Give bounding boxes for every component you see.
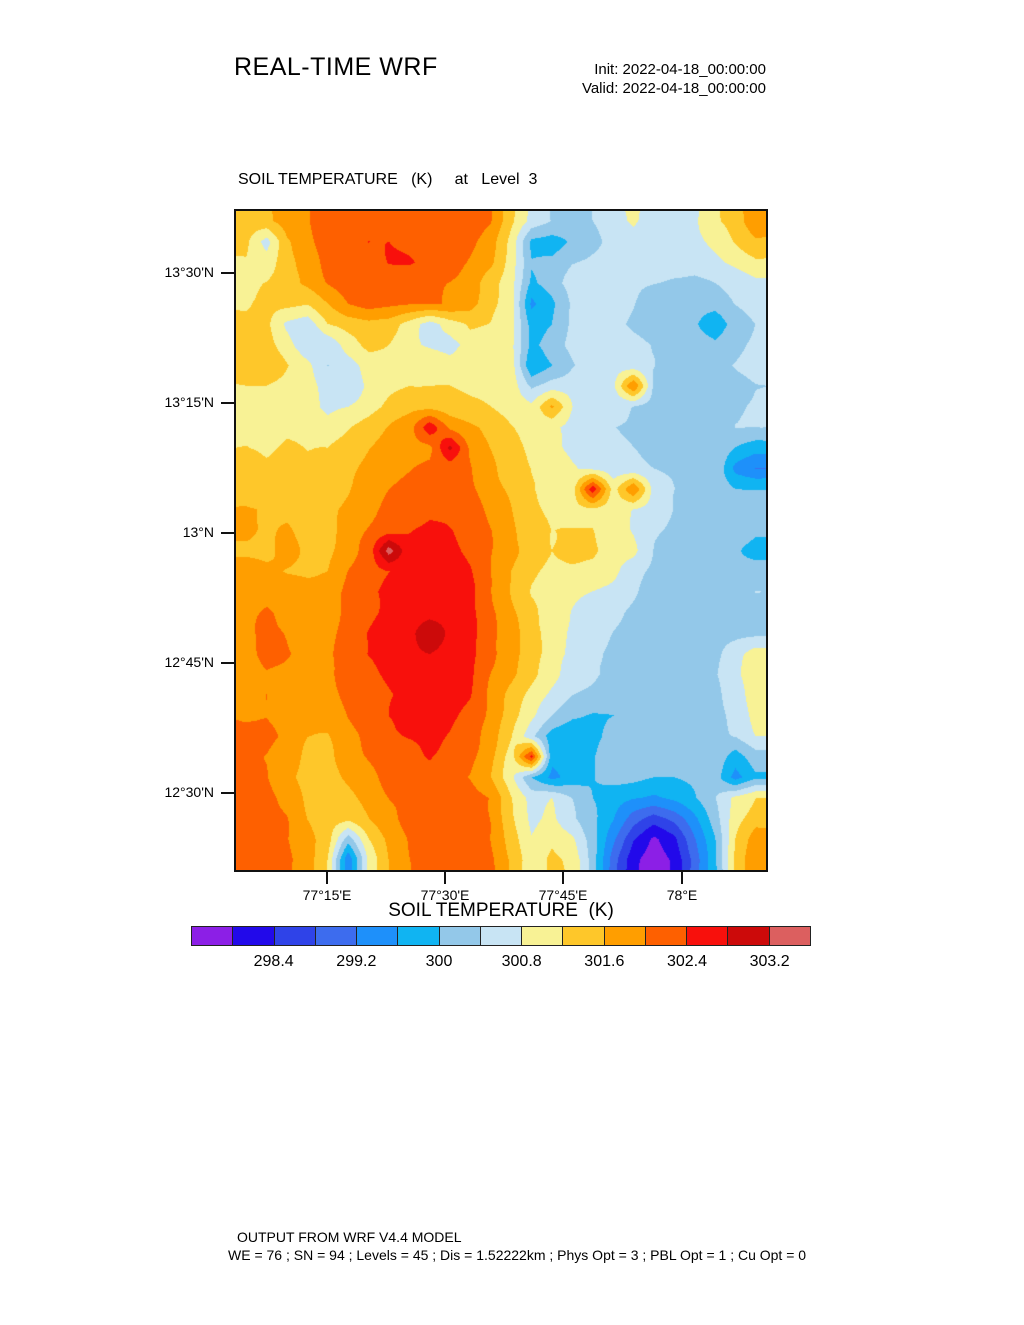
colorbar-label: 299.2 — [336, 953, 377, 970]
x-axis-tick — [681, 871, 683, 884]
plot-subtitle: SOIL TEMPERATURE (K) at Level 3 — [238, 171, 538, 188]
x-axis-label: 78°E — [666, 887, 698, 903]
y-axis-tick — [221, 532, 234, 534]
x-axis-tick — [326, 871, 328, 884]
footer-model-line: OUTPUT FROM WRF V4.4 MODEL — [237, 1229, 462, 1245]
y-axis-label: 13°N — [182, 524, 214, 540]
y-axis-tick — [221, 402, 234, 404]
colorbar-segment — [480, 927, 523, 945]
y-axis-label: 13°30'N — [164, 264, 214, 280]
x-axis-label: 77°45'E — [538, 887, 588, 903]
colorbar-segment — [687, 927, 729, 945]
timestamps: Init: 2022-04-18_00:00:00 Valid: 2022-04… — [582, 60, 766, 98]
colorbar-label: 301.6 — [584, 953, 625, 970]
soil-temperature-map — [236, 211, 766, 870]
init-timestamp: Init: 2022-04-18_00:00:00 — [594, 61, 766, 78]
x-axis-tick — [562, 871, 564, 884]
colorbar-segment — [604, 927, 646, 945]
x-axis-label: 77°15'E — [302, 887, 352, 903]
valid-timestamp: Valid: 2022-04-18_00:00:00 — [581, 80, 766, 97]
colorbar — [191, 926, 811, 946]
y-axis-tick — [221, 792, 234, 794]
map-frame — [234, 209, 768, 872]
colorbar-segment — [192, 927, 234, 945]
footer-config-line: WE = 76 ; SN = 94 ; Levels = 45 ; Dis = … — [228, 1247, 807, 1263]
colorbar-segment — [315, 927, 358, 945]
colorbar-label: 303.2 — [749, 953, 790, 970]
colorbar-segment — [274, 927, 316, 945]
colorbar-segment — [645, 927, 688, 945]
y-axis-label: 12°30'N — [164, 784, 214, 800]
colorbar-title: SOIL TEMPERATURE (K) — [388, 900, 614, 921]
x-axis-label: 77°30'E — [420, 887, 470, 903]
colorbar-segment — [398, 927, 440, 945]
colorbar-segment — [522, 927, 564, 945]
colorbar-segment — [233, 927, 275, 945]
x-axis-tick — [444, 871, 446, 884]
colorbar-label: 300.8 — [501, 953, 542, 970]
colorbar-segment — [357, 927, 399, 945]
y-axis-label: 12°45'N — [164, 654, 214, 670]
colorbar-segment — [769, 927, 810, 945]
y-axis-label: 13°15'N — [164, 394, 214, 410]
colorbar-segment — [563, 927, 605, 945]
colorbar-label: 302.4 — [666, 953, 708, 970]
colorbar-label: 298.4 — [253, 953, 294, 970]
y-axis-tick — [221, 272, 234, 274]
colorbar-label: 300 — [425, 953, 453, 970]
colorbar-segment — [439, 927, 481, 945]
y-axis-tick — [221, 662, 234, 664]
colorbar-segment — [728, 927, 770, 945]
page-title: REAL-TIME WRF — [234, 53, 438, 81]
